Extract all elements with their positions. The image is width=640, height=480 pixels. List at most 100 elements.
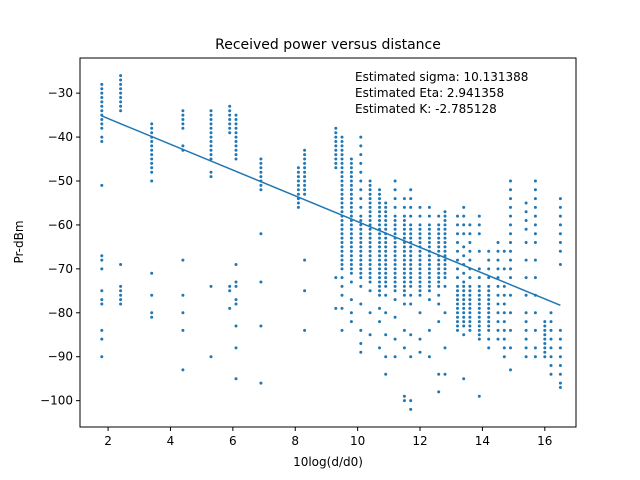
data-point	[349, 236, 353, 240]
data-point	[456, 320, 459, 324]
data-point	[409, 263, 413, 266]
data-point	[477, 302, 481, 306]
data-point	[402, 236, 406, 240]
data-point	[340, 245, 344, 249]
data-point	[368, 311, 372, 315]
data-point	[509, 346, 512, 350]
data-point	[209, 355, 213, 359]
data-point	[384, 219, 388, 222]
data-point	[100, 258, 104, 262]
data-point	[209, 122, 213, 126]
data-point	[443, 227, 447, 231]
data-point	[378, 192, 381, 196]
data-point	[418, 276, 422, 280]
data-point	[119, 302, 123, 306]
data-point	[334, 153, 338, 157]
data-point	[509, 368, 512, 372]
data-point	[259, 166, 263, 170]
data-point	[359, 328, 363, 332]
data-point	[462, 214, 466, 218]
data-point	[533, 346, 537, 350]
plot-frame	[79, 57, 577, 428]
data-point	[296, 175, 300, 179]
data-point	[462, 298, 466, 302]
data-point	[418, 232, 422, 236]
data-point	[456, 298, 459, 302]
data-point	[150, 161, 154, 165]
data-point	[100, 298, 104, 302]
data-point	[502, 302, 506, 306]
data-point	[378, 267, 381, 271]
data-point	[349, 210, 353, 214]
data-point	[437, 284, 441, 288]
data-point	[468, 293, 472, 297]
data-point	[477, 324, 481, 328]
data-point	[340, 219, 344, 222]
data-point	[558, 263, 562, 266]
data-point	[150, 293, 154, 297]
data-point	[418, 227, 422, 231]
data-point	[340, 328, 344, 332]
data-point	[359, 205, 363, 209]
data-point	[509, 276, 512, 280]
data-point	[334, 135, 338, 139]
data-point	[340, 276, 344, 280]
data-point	[349, 267, 353, 271]
data-point	[209, 284, 213, 288]
data-point	[502, 328, 506, 332]
data-point	[443, 284, 447, 288]
data-point	[437, 293, 441, 297]
data-point	[402, 271, 406, 275]
data-point	[462, 333, 466, 337]
data-point	[359, 232, 363, 236]
data-point	[437, 302, 441, 306]
data-point	[119, 87, 123, 91]
data-point	[100, 109, 104, 113]
data-point	[456, 241, 459, 244]
data-point	[303, 153, 307, 157]
data-point	[456, 306, 459, 310]
data-point	[303, 179, 307, 183]
data-point	[558, 214, 562, 218]
data-point	[427, 263, 431, 266]
data-point	[234, 148, 238, 152]
data-point	[393, 280, 397, 284]
data-point	[543, 337, 547, 341]
data-point	[437, 320, 441, 324]
data-point	[502, 337, 506, 341]
data-point	[359, 179, 363, 183]
data-point	[150, 131, 154, 135]
data-point	[384, 271, 388, 275]
data-point	[456, 249, 459, 253]
y-tick-label: −90	[48, 350, 73, 364]
data-point	[228, 126, 232, 130]
data-point	[368, 227, 372, 231]
annotation-k: Estimated K: -2.785128	[355, 102, 497, 116]
data-point	[384, 214, 388, 218]
data-point	[427, 271, 431, 275]
data-point	[533, 328, 537, 332]
data-point	[427, 245, 431, 249]
data-point	[437, 223, 441, 227]
data-point	[100, 337, 104, 341]
data-point	[409, 223, 413, 227]
data-point	[378, 284, 381, 288]
data-point	[524, 258, 528, 262]
data-point	[496, 311, 500, 315]
data-point	[368, 210, 372, 214]
data-point	[349, 170, 353, 174]
data-point	[334, 161, 338, 165]
data-point	[340, 144, 344, 148]
data-point	[509, 328, 512, 332]
data-point	[119, 293, 123, 297]
data-point	[234, 157, 238, 161]
data-point	[524, 276, 528, 280]
data-point	[456, 324, 459, 328]
data-point	[487, 324, 491, 328]
data-point	[468, 258, 472, 262]
data-point	[558, 205, 562, 209]
data-point	[384, 372, 388, 376]
data-point	[402, 197, 406, 201]
data-point	[368, 245, 372, 249]
data-point	[209, 175, 213, 179]
